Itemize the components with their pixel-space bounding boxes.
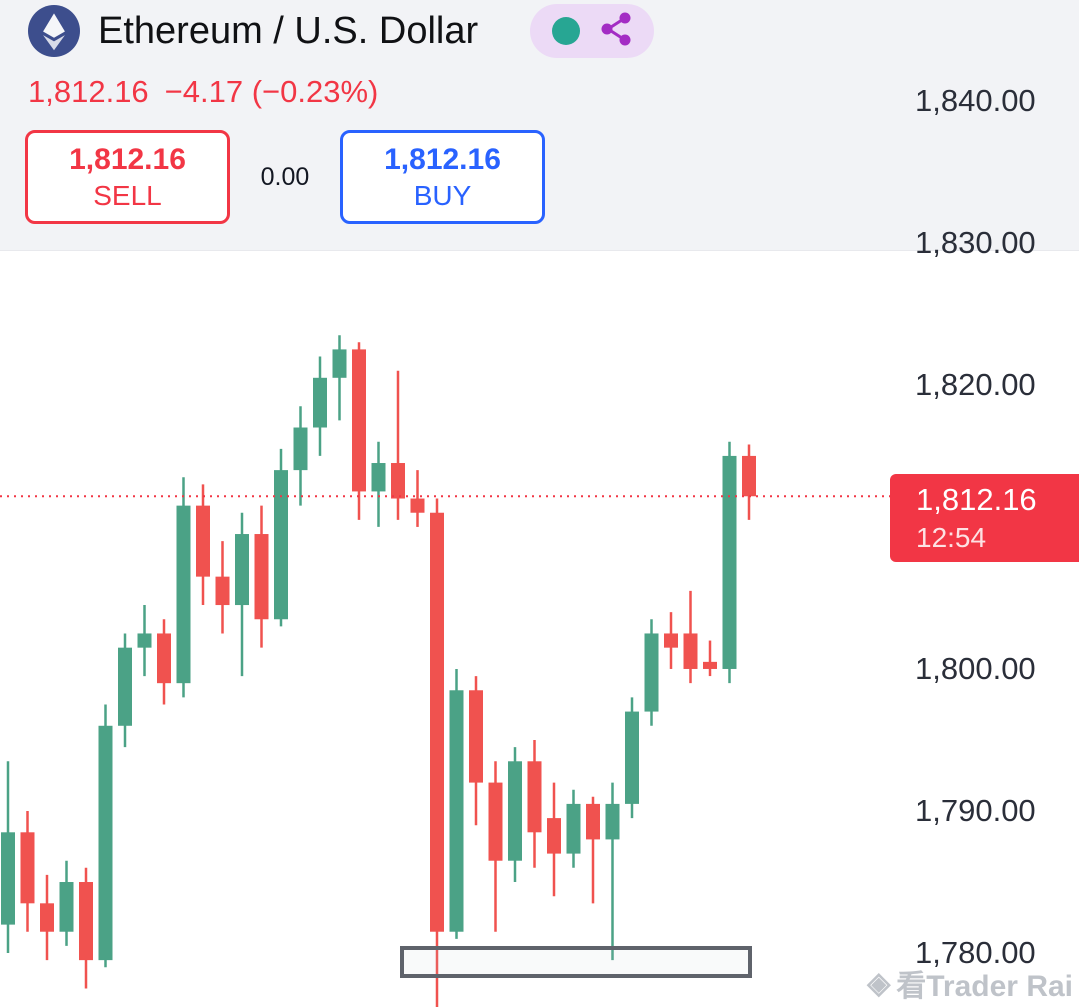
candle[interactable] xyxy=(371,441,386,527)
buy-price: 1,812.16 xyxy=(384,142,501,176)
buy-label: BUY xyxy=(413,180,472,212)
candle[interactable] xyxy=(722,441,737,684)
candle[interactable] xyxy=(469,676,483,826)
candle[interactable] xyxy=(79,867,93,989)
watermark-text: 看Trader Rai xyxy=(896,970,1073,1003)
candle[interactable] xyxy=(430,498,444,1007)
candle[interactable] xyxy=(703,640,717,677)
candle[interactable] xyxy=(1,761,15,954)
sell-label: SELL xyxy=(93,180,162,212)
candle[interactable] xyxy=(508,747,522,883)
last-price-label: 1,812.16 12:54 xyxy=(890,474,1079,563)
candle[interactable] xyxy=(742,444,756,520)
candle[interactable] xyxy=(118,633,132,748)
candle[interactable] xyxy=(566,789,581,868)
candle[interactable] xyxy=(235,512,249,677)
ethereum-logo-icon xyxy=(28,5,80,57)
candle[interactable] xyxy=(196,484,210,606)
axis-tick-label: 1,780.00 xyxy=(915,935,1036,971)
rectangle-drawing[interactable] xyxy=(400,946,752,978)
watermark: ◈ 看Trader Rai xyxy=(867,961,1073,1005)
candle[interactable] xyxy=(313,356,327,456)
quote-line: 1,812.16 −4.17 (−0.23%) xyxy=(28,74,378,110)
quote-price: 1,812.16 xyxy=(28,74,149,109)
candle[interactable] xyxy=(410,470,425,527)
candle[interactable] xyxy=(274,448,288,627)
candle[interactable] xyxy=(605,782,620,961)
axis-tick-label: 1,800.00 xyxy=(915,650,1036,686)
last-price-value: 1,812.16 xyxy=(916,481,1037,517)
symbol-title[interactable]: Ethereum / U.S. Dollar xyxy=(98,9,479,52)
candle[interactable] xyxy=(98,704,113,968)
candle[interactable] xyxy=(332,335,347,421)
axis-tick-label: 1,790.00 xyxy=(915,792,1036,828)
candle[interactable] xyxy=(352,342,366,520)
order-buttons: 1,812.16 SELL 0.00 1,812.16 BUY xyxy=(25,130,545,224)
last-price-time: 12:54 xyxy=(916,522,987,554)
candle[interactable] xyxy=(644,619,659,726)
candle[interactable] xyxy=(586,796,600,904)
sell-button[interactable]: 1,812.16 SELL xyxy=(25,130,230,224)
candle[interactable] xyxy=(254,505,269,648)
candle[interactable] xyxy=(40,874,54,961)
axis-tick-label: 1,830.00 xyxy=(915,224,1036,260)
candle[interactable] xyxy=(215,541,230,634)
quote-change: −4.17 (−0.23%) xyxy=(164,74,379,109)
candle[interactable] xyxy=(625,697,639,819)
candle[interactable] xyxy=(683,590,698,684)
candle[interactable] xyxy=(137,605,152,677)
status-pill[interactable] xyxy=(530,4,655,58)
buy-button[interactable]: 1,812.16 BUY xyxy=(340,130,545,224)
market-status-dot-icon xyxy=(552,17,581,45)
axis-tick-label: 1,840.00 xyxy=(915,82,1036,118)
candle[interactable] xyxy=(20,810,35,932)
candle[interactable] xyxy=(157,619,171,705)
candle[interactable] xyxy=(664,612,678,669)
header: Ethereum / U.S. Dollar xyxy=(28,4,655,58)
spread-value: 0.00 xyxy=(260,162,310,191)
candle[interactable] xyxy=(293,406,308,506)
candle[interactable] xyxy=(547,782,561,897)
sell-price: 1,812.16 xyxy=(69,142,186,176)
candle[interactable] xyxy=(176,477,191,698)
candle[interactable] xyxy=(449,668,464,939)
share-icon[interactable] xyxy=(600,11,632,52)
candle[interactable] xyxy=(59,860,74,946)
candle[interactable] xyxy=(527,739,542,868)
candle[interactable] xyxy=(391,370,405,520)
price-axis[interactable]: 1,840.00 1,830.00 1,820.00 1,800.00 1,790.00… xyxy=(915,0,1079,1007)
axis-tick-label: 1,820.00 xyxy=(915,366,1036,402)
candle[interactable] xyxy=(488,761,503,932)
diamond-icon: ◈ xyxy=(867,966,891,1000)
